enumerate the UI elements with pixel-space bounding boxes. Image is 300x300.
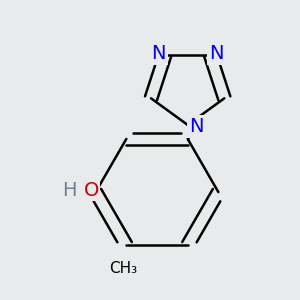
Text: CH₃: CH₃ bbox=[109, 261, 137, 276]
Text: N: N bbox=[152, 44, 166, 63]
Text: O: O bbox=[84, 181, 99, 200]
Text: N: N bbox=[189, 117, 204, 136]
Text: N: N bbox=[209, 44, 224, 63]
Text: H: H bbox=[62, 181, 76, 200]
